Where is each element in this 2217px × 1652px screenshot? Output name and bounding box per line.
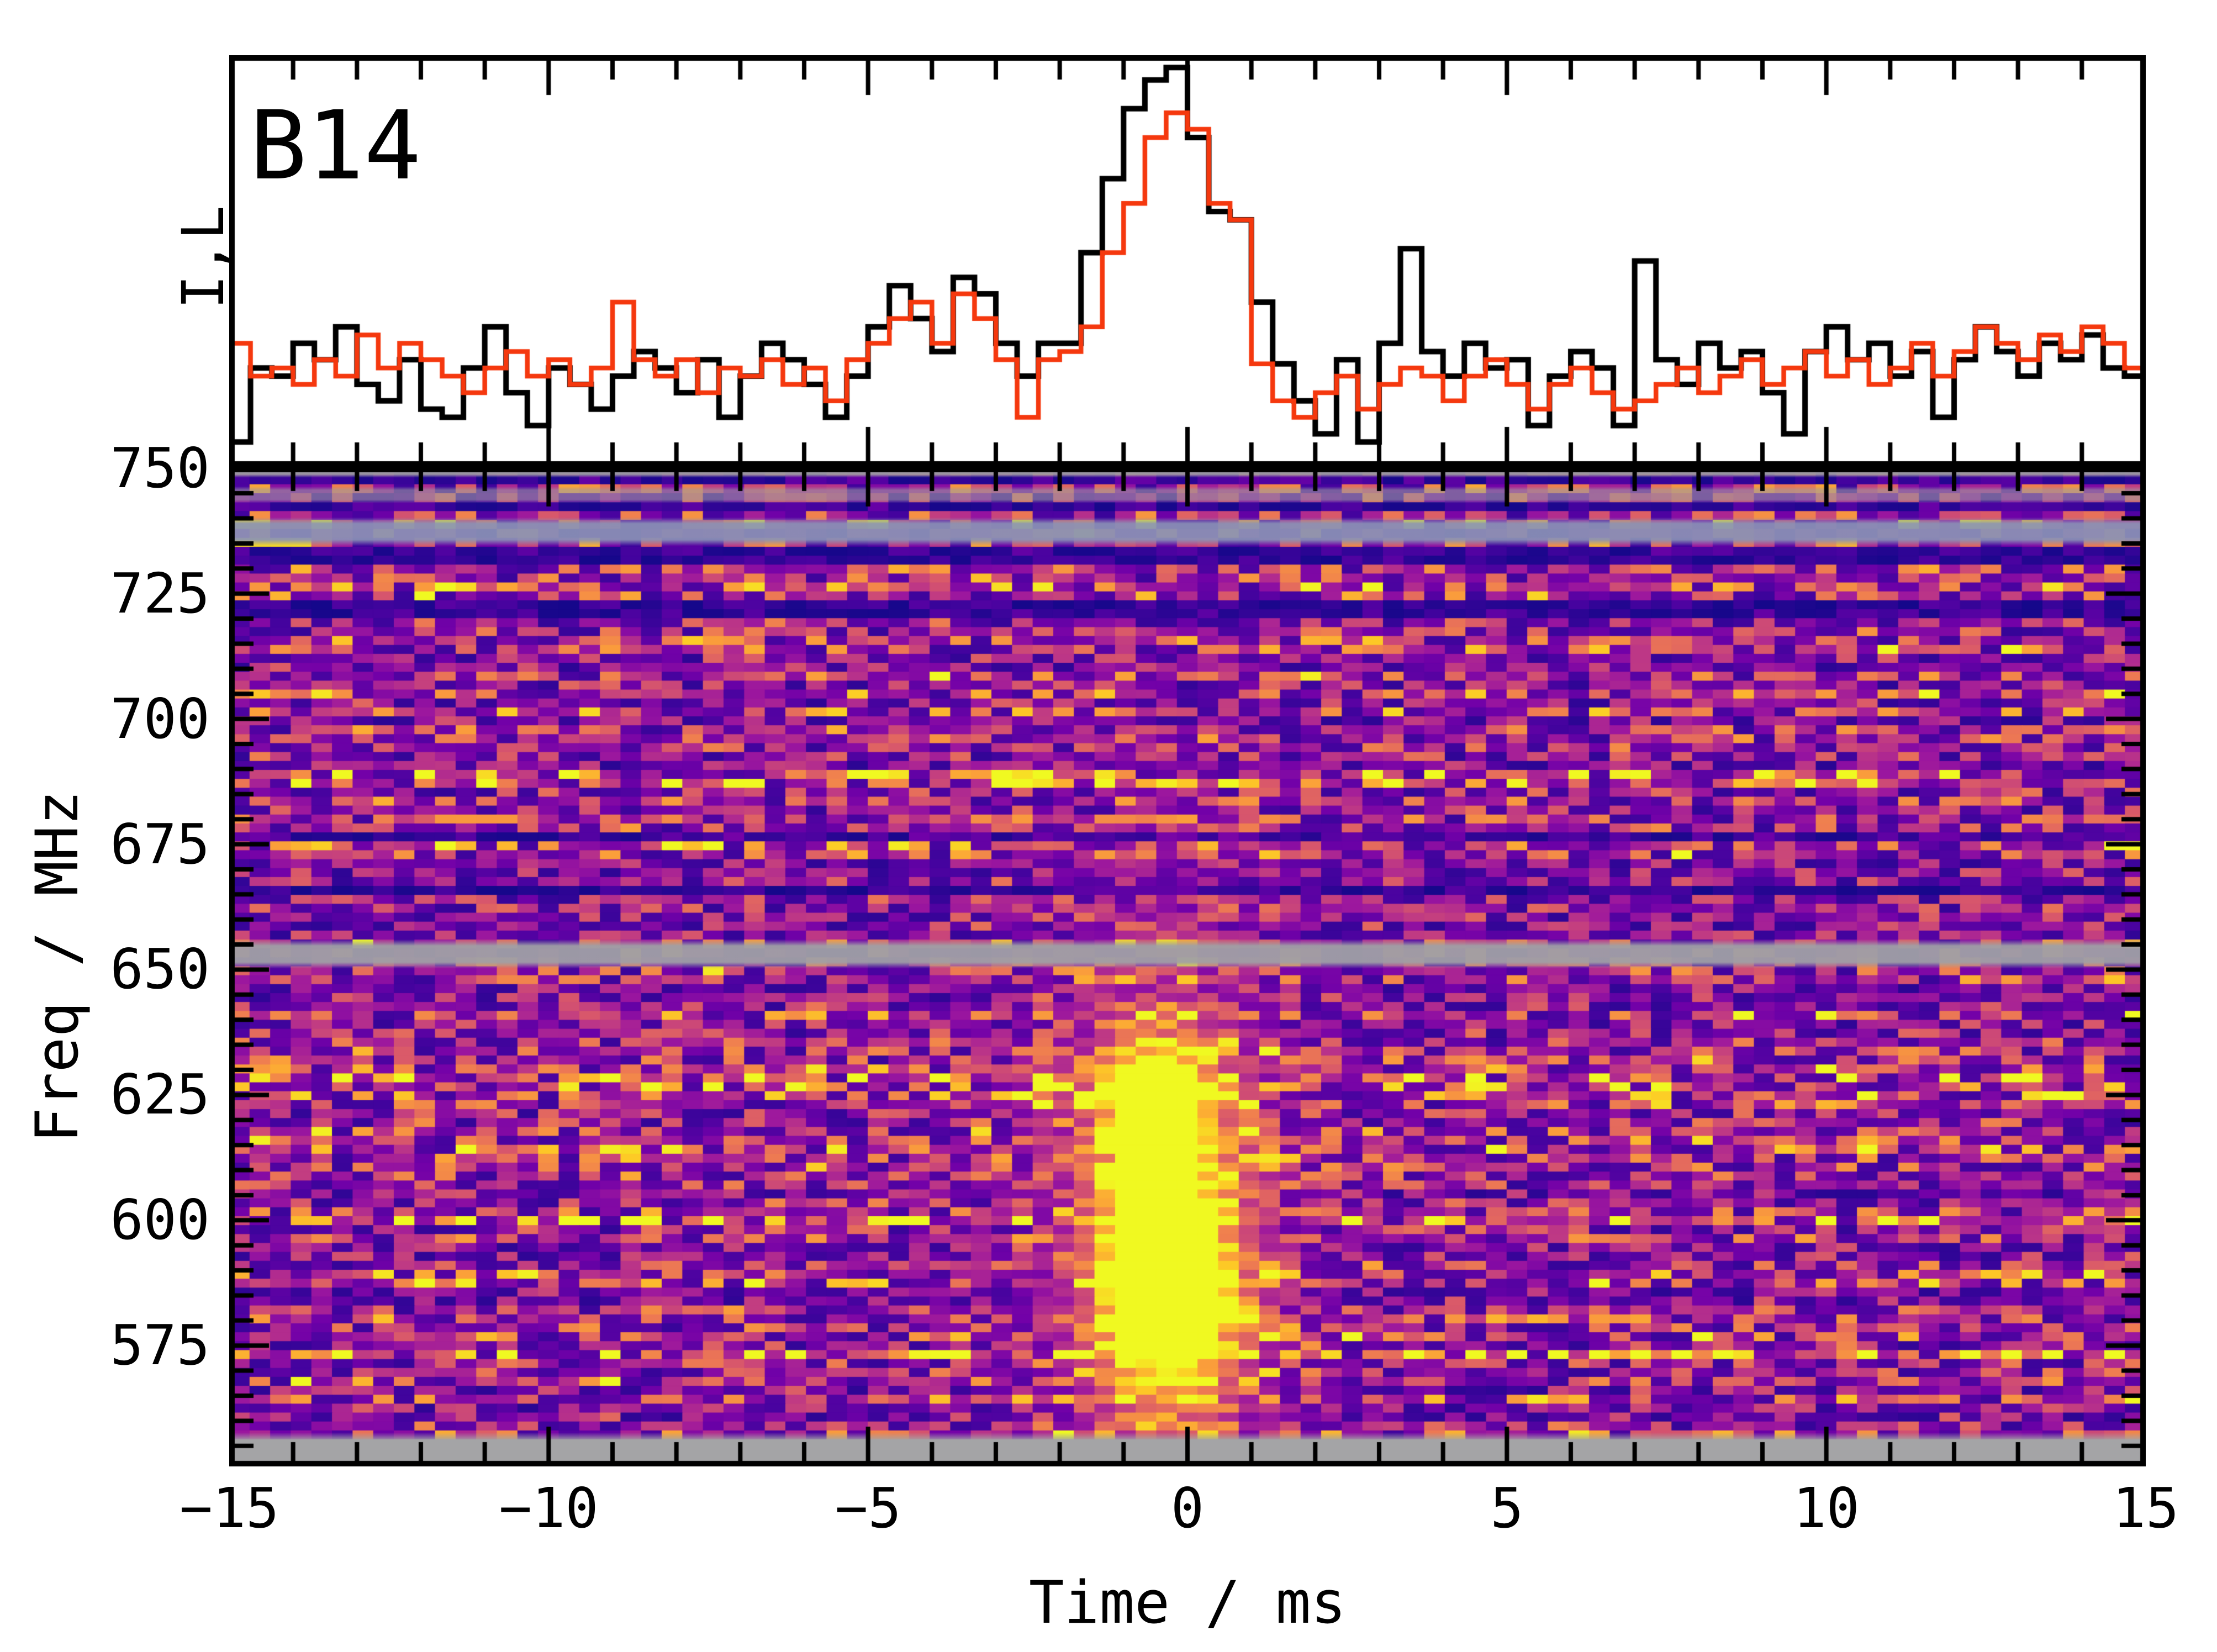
panel-label: B14 (250, 90, 421, 201)
profile-plot-canvas (229, 55, 2146, 467)
x-tick-label: −10 (499, 1476, 599, 1540)
x-tick-label: −15 (179, 1476, 279, 1540)
x-tick-label: 10 (1793, 1476, 1860, 1540)
x-tick-label: 0 (1170, 1476, 1205, 1540)
x-tick-label: −5 (835, 1476, 901, 1540)
x-tick-label: 15 (2112, 1476, 2179, 1540)
y-tick-label: 600 (110, 1187, 210, 1253)
y-tick-label: 700 (110, 686, 210, 751)
y-tick-label: 625 (110, 1062, 210, 1127)
y-tick-label: 675 (110, 811, 210, 877)
time-axis-label: Time / ms (1028, 1569, 1347, 1637)
y-tick-label: 750 (110, 435, 210, 500)
y-tick-label: 725 (110, 561, 210, 626)
x-tick-label: 5 (1490, 1476, 1524, 1540)
intensity-axis-label: I,L (170, 205, 237, 309)
y-tick-label: 650 (110, 937, 210, 1002)
y-tick-label: 575 (110, 1313, 210, 1378)
spectrogram-canvas (229, 467, 2146, 1466)
